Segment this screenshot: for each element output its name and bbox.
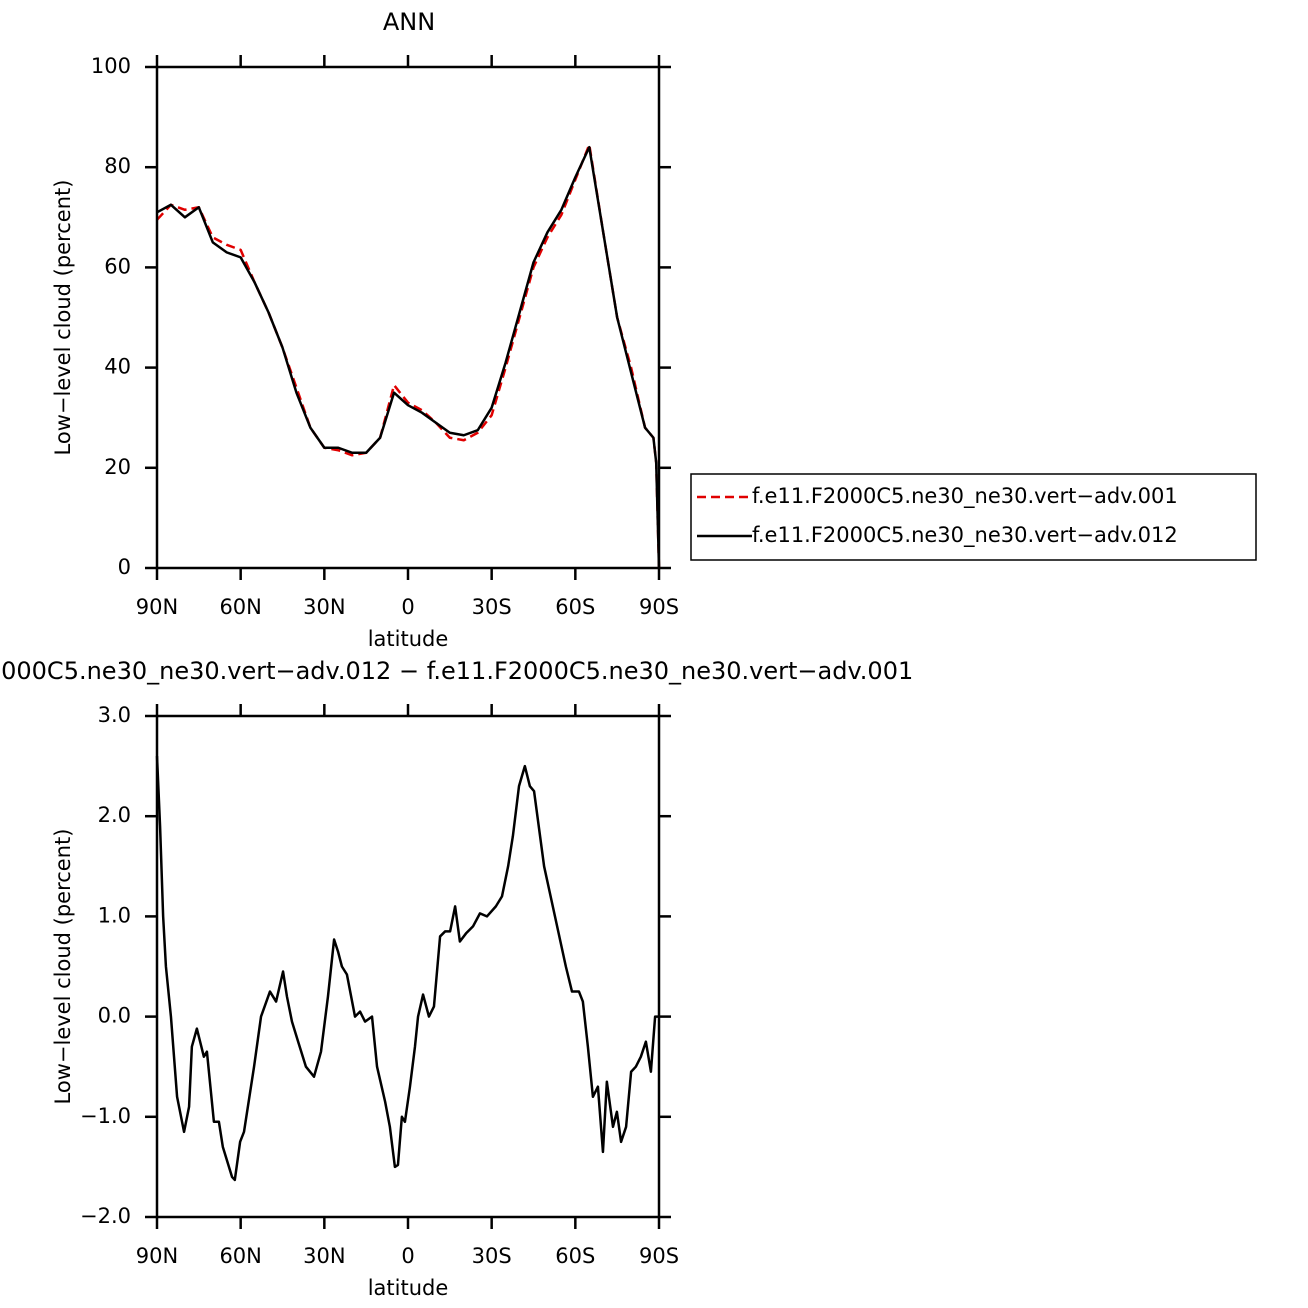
data-line: [156, 143, 661, 569]
legend-box: [690, 473, 1257, 561]
x-tick-label: 60S: [555, 1244, 595, 1268]
x-tick-label: 60N: [219, 595, 261, 619]
y-tick-label: 20: [104, 455, 131, 479]
x-tick-label: 90S: [639, 595, 679, 619]
y-tick-label: −1.0: [80, 1104, 131, 1128]
legend-label: f.e11.F2000C5.ne30_ne30.vert−adv.001: [752, 484, 1178, 509]
x-tick-label: 60N: [219, 1244, 261, 1268]
chart-title: ANN: [383, 8, 435, 36]
x-axis-label: latitude: [368, 627, 449, 651]
data-line: [156, 145, 661, 569]
x-tick-label: 30N: [303, 1244, 345, 1268]
y-axis-label: Low−level cloud (percent): [51, 180, 75, 456]
plot-frame: [155, 714, 661, 1219]
x-tick-label: 90S: [639, 1244, 679, 1268]
x-tick-label: 60S: [555, 595, 595, 619]
y-tick-label: 2.0: [98, 803, 131, 827]
y-tick-label: 3.0: [98, 703, 131, 727]
y-tick-label: 60: [104, 254, 131, 278]
x-tick-label: 90N: [136, 595, 178, 619]
x-tick-label: 90N: [136, 1244, 178, 1268]
x-axis-label: latitude: [368, 1276, 449, 1300]
plot-frame: [155, 65, 661, 570]
y-tick-label: 100: [91, 54, 131, 78]
data-line: [155, 756, 659, 1182]
chart-title: f.e11.F2000C5.ne30_ne30.vert−adv.012 − f…: [0, 657, 913, 685]
y-tick-label: 1.0: [98, 903, 131, 927]
x-tick-label: 0: [401, 1244, 414, 1268]
x-tick-label: 30N: [303, 595, 345, 619]
y-tick-label: −2.0: [80, 1204, 131, 1228]
y-tick-label: 80: [104, 154, 131, 178]
x-tick-label: 30S: [472, 595, 512, 619]
y-axis-label: Low−level cloud (percent): [51, 829, 75, 1105]
x-tick-label: 30S: [472, 1244, 512, 1268]
y-tick-label: 40: [104, 355, 131, 379]
y-tick-label: 0.0: [98, 1004, 131, 1028]
x-tick-label: 0: [401, 595, 414, 619]
y-tick-label: 0: [118, 555, 131, 579]
legend-label: f.e11.F2000C5.ne30_ne30.vert−adv.012: [752, 523, 1178, 548]
